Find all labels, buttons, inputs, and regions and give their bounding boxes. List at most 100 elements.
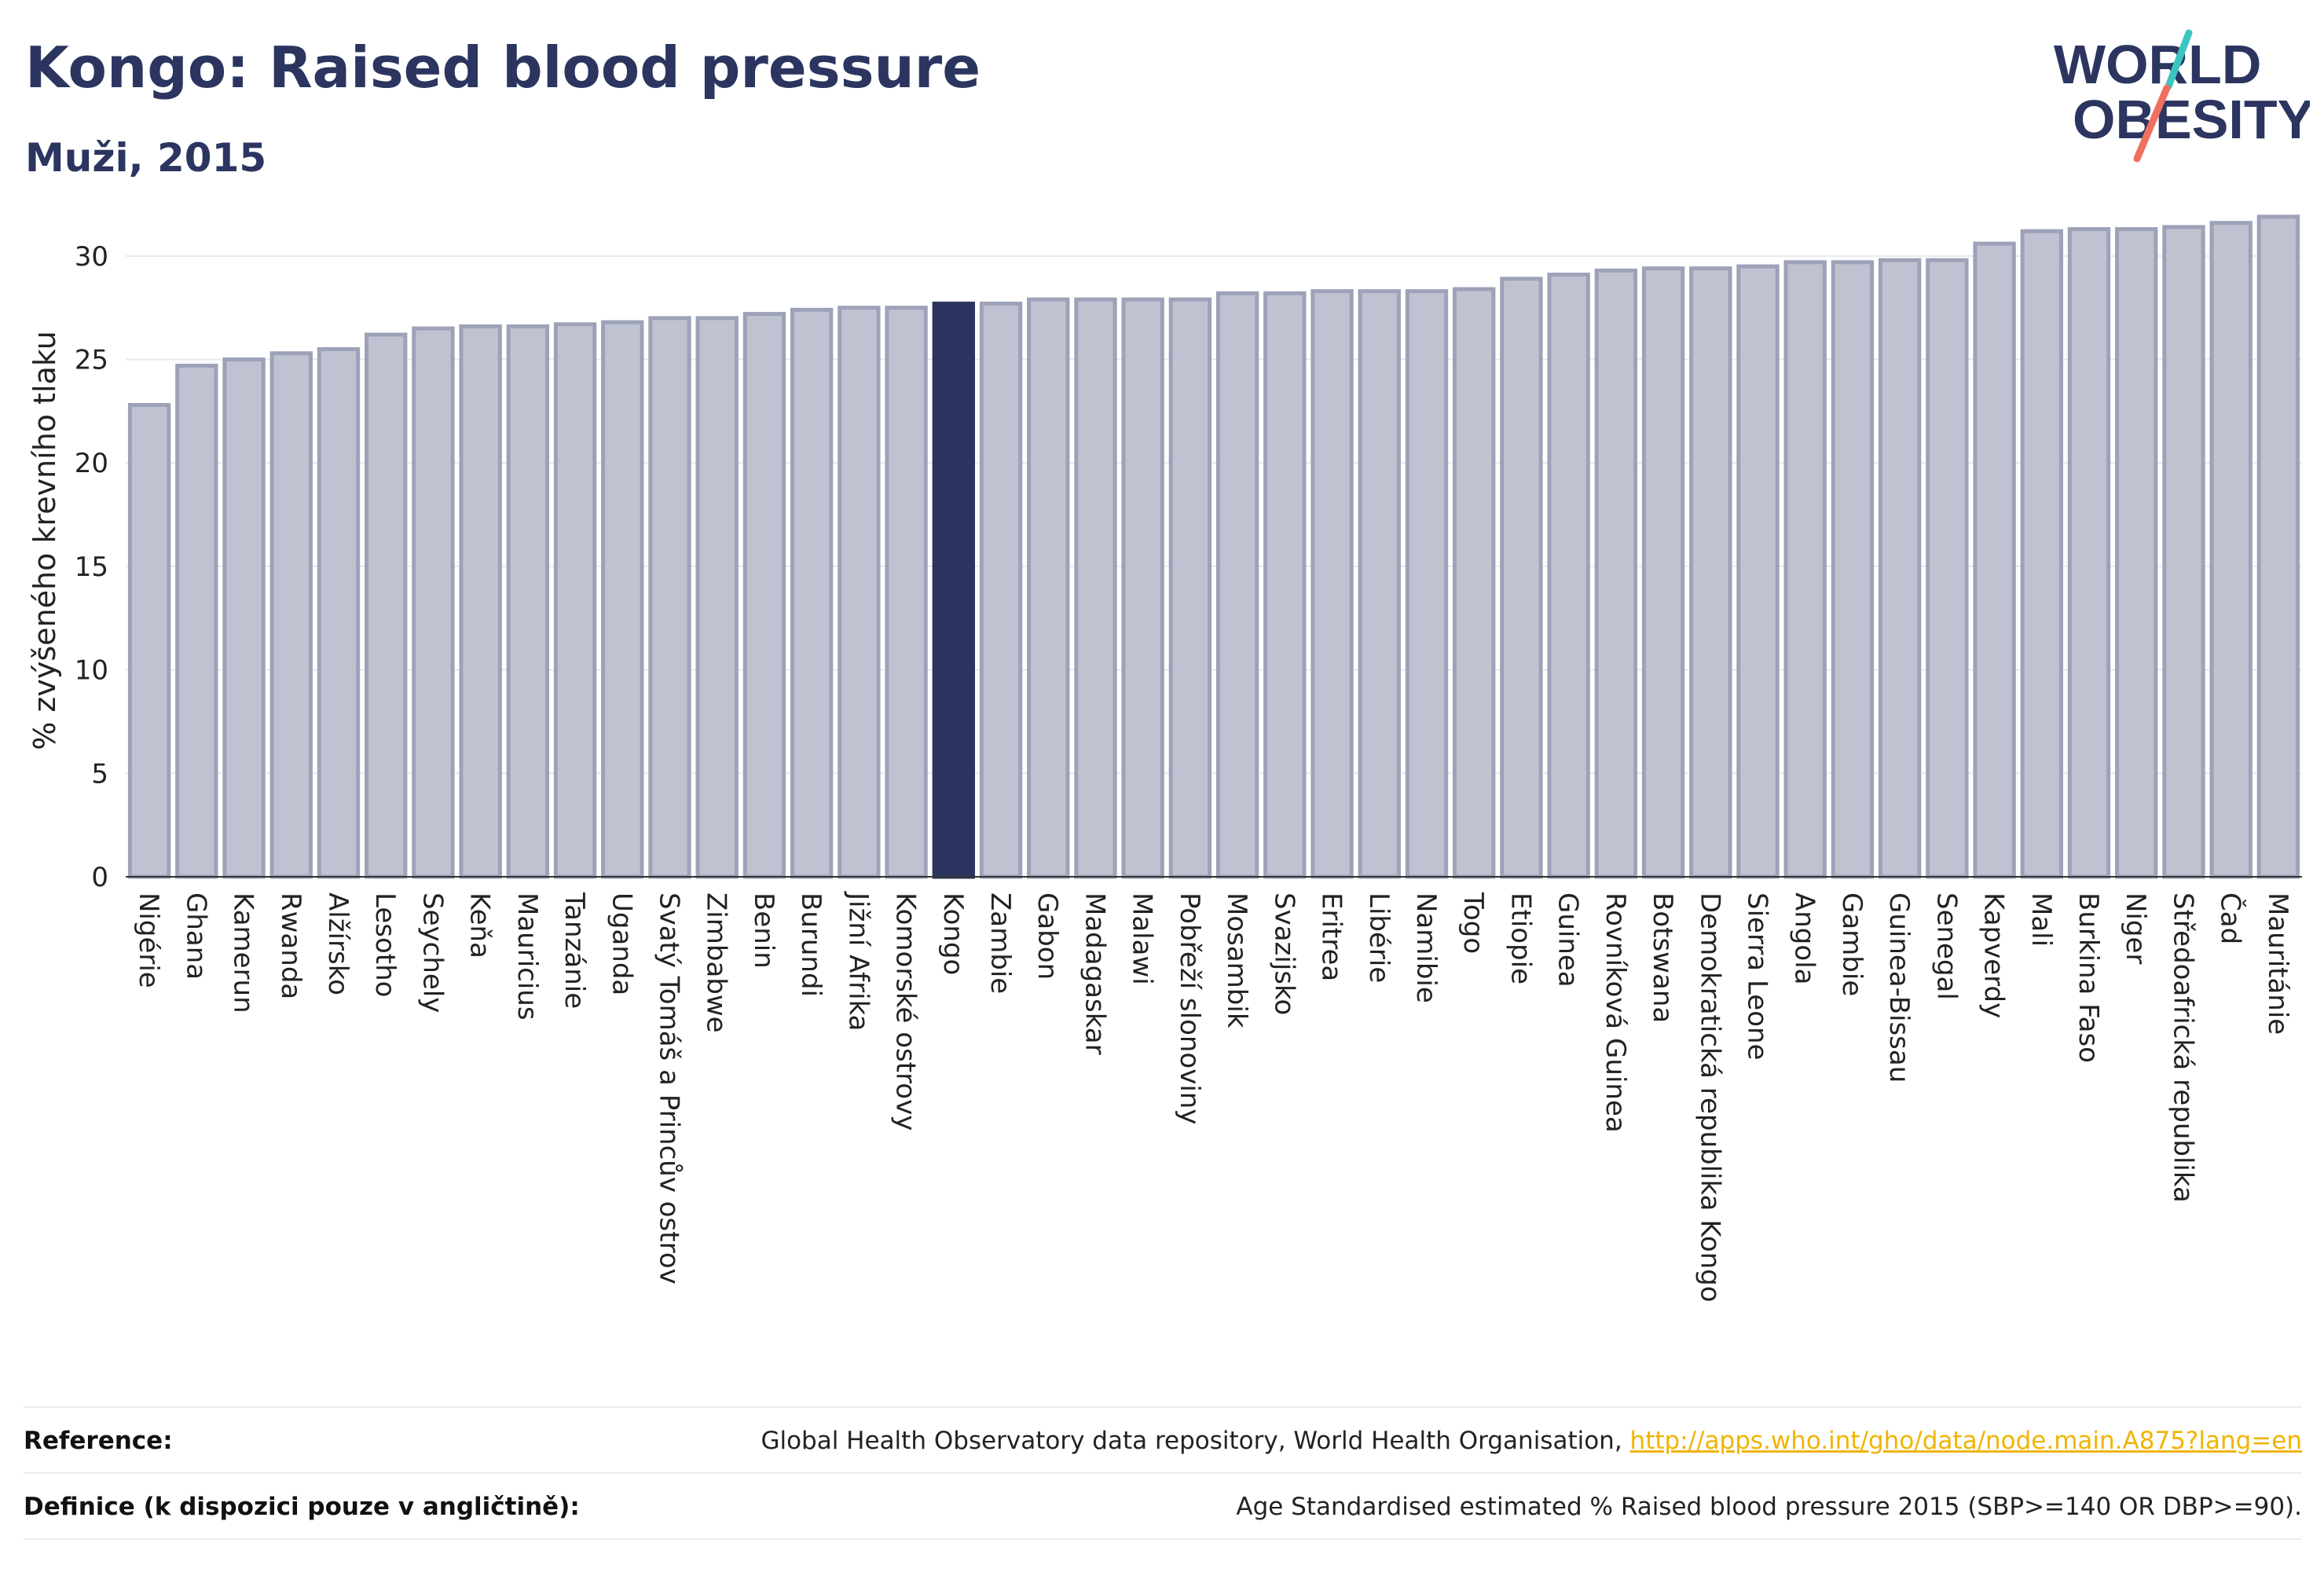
bar <box>1926 258 1969 879</box>
x-tick-label: Libérie <box>1363 892 1395 983</box>
x-tick-label: Guinea-Bissau <box>1883 892 1915 1083</box>
bar <box>1736 264 1780 879</box>
bar <box>1405 289 1449 879</box>
bar <box>1973 241 2016 879</box>
x-tick-label: Ghana <box>180 892 211 980</box>
y-tick-label: 20 <box>75 448 108 479</box>
bar <box>317 346 361 879</box>
x-tick-label: Madagaskar <box>1079 892 1110 1055</box>
x-tick-label: Lesotho <box>369 892 401 997</box>
y-tick-label: 15 <box>75 552 108 583</box>
logo-line1: WORLD <box>2054 34 2261 95</box>
x-tick-label: Svazijsko <box>1268 892 1299 1015</box>
bar <box>1168 297 1212 879</box>
bar <box>175 363 218 879</box>
bar <box>1831 260 1875 879</box>
bar-chart: 0 5 10 15 20 25 30 % zvýšeného krevního tlaku Ni… <box>27 214 2302 1303</box>
x-tick-label: Mali <box>2025 892 2057 947</box>
bar <box>1783 260 1827 879</box>
x-tick-label: Benin <box>748 892 779 969</box>
x-tick-label: Mauricius <box>511 892 543 1021</box>
x-tick-label: Guinea <box>1552 892 1584 988</box>
footer-divider <box>24 1472 2302 1474</box>
x-tick-label: Alžírsko <box>322 892 354 995</box>
definition-label: Definice (k dispozici pouze v angličtině… <box>24 1493 580 1521</box>
bar <box>365 332 408 879</box>
x-tick-label: Zambie <box>984 892 1016 994</box>
bar <box>1027 297 1070 879</box>
world-obesity-logo: WORLD OBESITY <box>2054 29 2310 163</box>
bar <box>506 324 550 879</box>
bar <box>1263 291 1307 879</box>
bar <box>601 320 644 879</box>
bar <box>412 326 455 879</box>
x-tick-label: Burundi <box>795 892 827 997</box>
logo-slash-coral <box>2133 84 2171 163</box>
x-tick-label: Malawi <box>1127 892 1158 985</box>
reference-value: Global Health Observatory data repositor… <box>761 1427 2302 1455</box>
x-tick-label: Demokratická republika Kongo <box>1694 892 1725 1303</box>
y-axis-title: % zvýšeného krevního tlaku <box>27 331 62 750</box>
y-tick-label: 5 <box>91 758 108 790</box>
reference-link[interactable]: http://apps.who.int/gho/data/node.main.A… <box>1629 1427 2302 1455</box>
chart-title: Kongo: Raised blood pressure <box>25 35 981 101</box>
bar <box>2020 229 2063 879</box>
x-tick-label: Angola <box>1789 892 1820 984</box>
bar <box>2067 227 2111 879</box>
x-tick-label: Gambie <box>1836 892 1868 996</box>
x-tick-label: Čad <box>2215 892 2247 944</box>
footer-divider <box>24 1406 2302 1408</box>
x-tick-label: Kongo <box>937 892 969 975</box>
y-tick-label: 0 <box>91 862 108 893</box>
x-tick-label: Sierra Leone <box>1742 892 1773 1060</box>
x-tick-label: Uganda <box>606 892 637 995</box>
x-tick-label: Burkina Faso <box>2073 892 2104 1063</box>
x-tick-label: Svatý Tomáš a Princův ostrov <box>654 892 685 1285</box>
bar <box>790 307 834 879</box>
x-tick-label: Zimbabwe <box>701 892 732 1033</box>
bar <box>1453 287 1496 879</box>
x-tick-label: Keňa <box>464 892 496 958</box>
x-tick-label: Namibie <box>1410 892 1442 1003</box>
x-tick-label: Středoafrická republika <box>2167 892 2198 1203</box>
footer-divider <box>24 1538 2302 1540</box>
y-tick-label: 25 <box>75 345 108 376</box>
x-tick-label: Seychely <box>416 892 448 1013</box>
x-tick-label: Kapverdy <box>1978 892 2010 1018</box>
x-tick-label: Eritrea <box>1316 892 1347 981</box>
bar <box>1215 291 1259 879</box>
x-tick-label: Kamerun <box>228 892 259 1013</box>
bar <box>222 357 266 879</box>
bar <box>979 301 1023 879</box>
bar <box>742 312 786 879</box>
footer-reference-row: Reference: Global Health Observatory dat… <box>24 1409 2302 1472</box>
reference-text: Global Health Observatory data repositor… <box>761 1427 1622 1455</box>
x-tick-label: Togo <box>1457 892 1489 954</box>
x-tick-label: Rovníková Guinea <box>1600 892 1631 1133</box>
y-tick-label: 10 <box>75 655 108 687</box>
bar <box>1878 258 1922 879</box>
bar <box>2209 221 2253 879</box>
reference-label: Reference: <box>24 1427 173 1455</box>
bar <box>1641 266 1685 879</box>
x-tick-label: Pobřeží slonoviny <box>1174 892 1205 1124</box>
x-tick-label: Mosambik <box>1221 892 1252 1028</box>
bar <box>648 316 691 879</box>
footer-definition-row: Definice (k dispozici pouze v angličtině… <box>24 1475 2302 1538</box>
bar <box>459 324 502 879</box>
bar <box>1689 266 1732 879</box>
bar <box>1594 268 1638 879</box>
bar <box>1074 297 1117 879</box>
x-tick-label: Tanzánie <box>559 892 590 1009</box>
y-tick-label: 30 <box>75 241 108 273</box>
x-tick-label: Gabon <box>1032 892 1063 980</box>
logo-line2: OBESITY <box>2073 89 2310 150</box>
bar <box>2115 227 2158 879</box>
bar <box>127 402 171 879</box>
bar <box>2256 214 2300 879</box>
logo-slash-teal <box>2165 29 2193 90</box>
x-tick-label: Jižní Afrika <box>842 891 874 1032</box>
x-tick-label: Mauritánie <box>2262 892 2293 1035</box>
x-tick-label: Senegal <box>1930 892 1962 1000</box>
bar <box>2162 225 2205 879</box>
